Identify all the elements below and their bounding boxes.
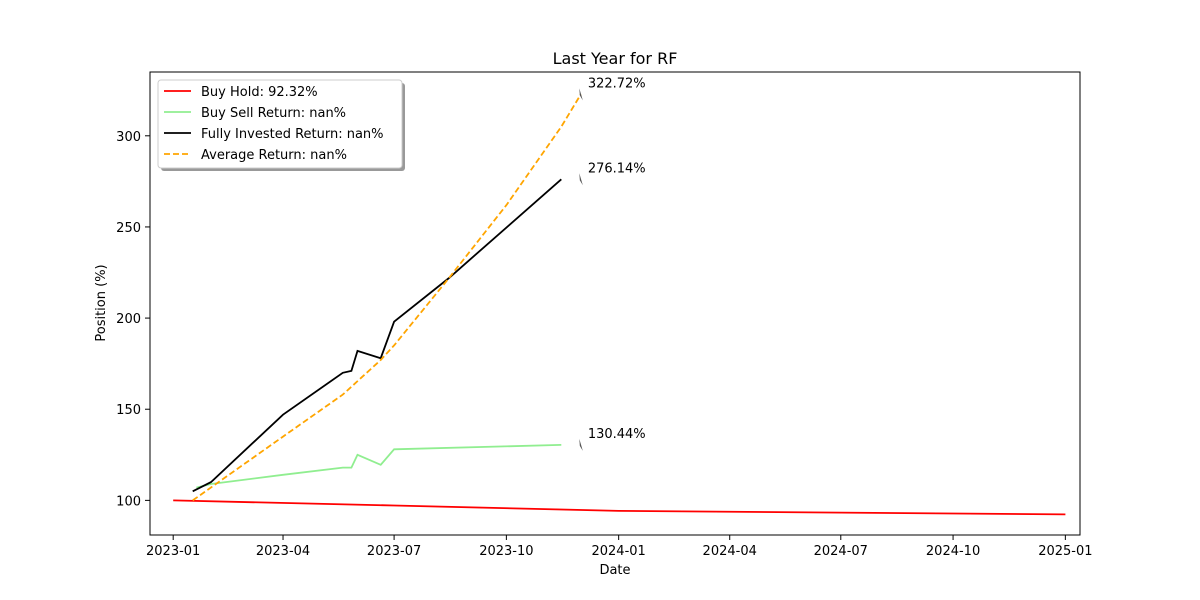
x-tick-label-3: 2023-10	[479, 544, 533, 559]
x-tick-label-1: 2023-04	[256, 544, 310, 559]
x-tick-label-0: 2023-01	[146, 544, 200, 559]
legend: Buy Hold: 92.32% Buy Sell Return: nan% Ful…	[157, 79, 405, 171]
legend-box	[157, 79, 403, 169]
y-axis-label: Position (%)	[94, 264, 109, 341]
x-tick-label-2: 2023-07	[367, 544, 421, 559]
x-tick-label-8: 2025-01	[1038, 544, 1092, 559]
y-axis: 100 150 200 250 300	[116, 130, 150, 509]
series-line-1	[196, 444, 562, 489]
series-line-2	[192, 178, 562, 493]
y-tick-label-2: 200	[116, 312, 141, 327]
y-tick-label-4: 300	[116, 130, 141, 145]
annotation-arrow-0	[579, 88, 583, 101]
x-tick-label-4: 2024-01	[591, 544, 645, 559]
chart-title: Last Year for RF	[553, 49, 678, 68]
annotation-label-1: 276.14%	[588, 161, 646, 176]
series-line-0	[173, 499, 1066, 516]
y-tick-label-3: 250	[116, 221, 141, 236]
legend-entry-2: Fully Invested Return: nan%	[201, 127, 384, 142]
x-tick-label-7: 2024-10	[926, 544, 980, 559]
x-tick-label-5: 2024-04	[703, 544, 757, 559]
annotation-arrow-1	[579, 173, 583, 186]
legend-entry-3: Average Return: nan%	[201, 148, 347, 163]
annotation-label-0: 322.72%	[588, 76, 646, 91]
x-axis-label: Date	[599, 563, 630, 578]
annotation-arrow-2	[579, 438, 583, 451]
y-tick-label-1: 150	[116, 403, 141, 418]
x-tick-label-6: 2024-07	[814, 544, 868, 559]
y-tick-label-0: 100	[116, 494, 141, 509]
plot-frame	[149, 71, 1081, 536]
series-layer	[173, 93, 1066, 516]
legend-entry-0: Buy Hold: 92.32%	[201, 85, 318, 100]
annotation-layer: 322.72% 276.14% 130.44%	[579, 76, 646, 451]
legend-entry-1: Buy Sell Return: nan%	[201, 106, 346, 121]
annotation-label-2: 130.44%	[588, 427, 646, 442]
x-axis: 2023-01 2023-04 2023-07 2023-10 2024-01 2024-…	[146, 535, 1093, 559]
series-line-3	[192, 93, 582, 502]
